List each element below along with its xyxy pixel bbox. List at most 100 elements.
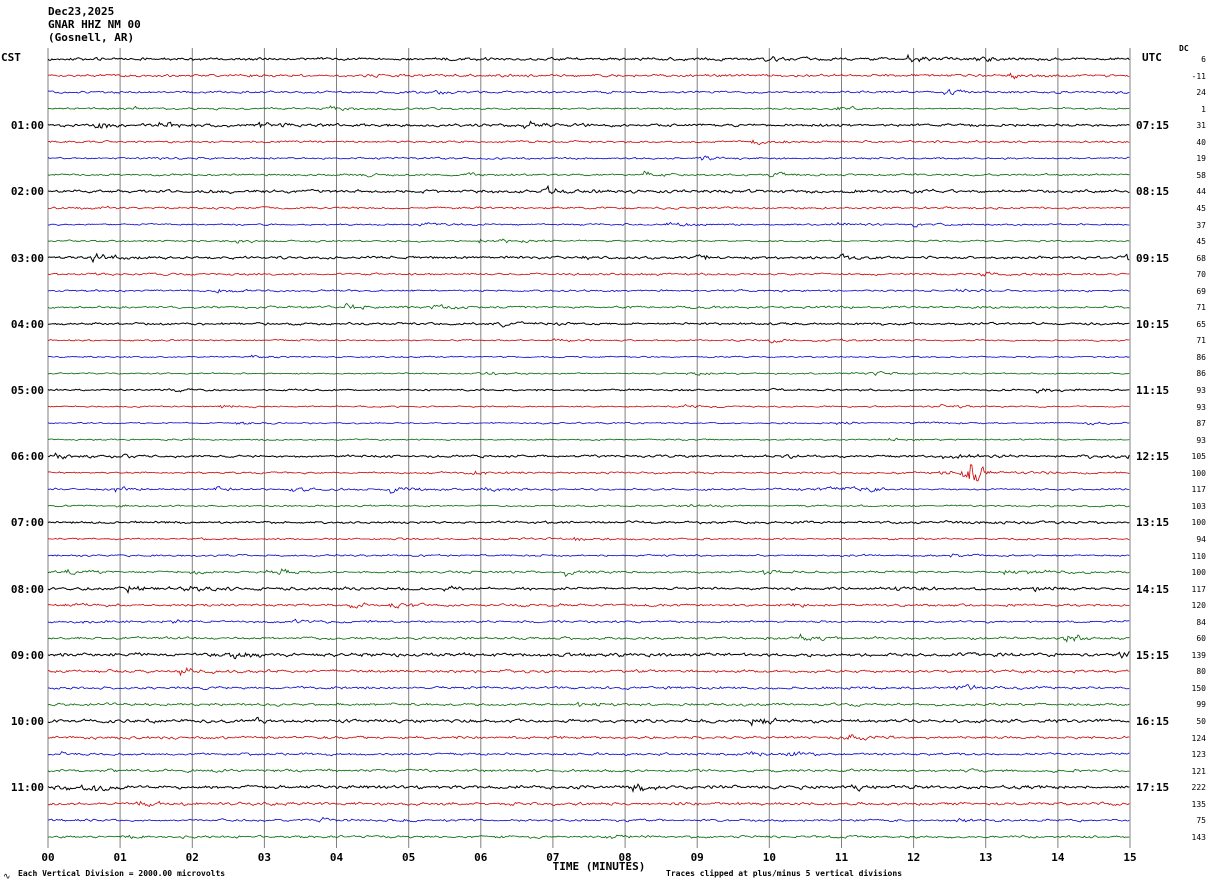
dc-value: 71 — [1196, 303, 1206, 313]
dc-value: 124 — [1191, 733, 1206, 743]
right-time-label: 12:15 — [1136, 450, 1170, 464]
right-time-label: 16:15 — [1136, 715, 1170, 728]
trace-row-29 — [47, 536, 1130, 542]
left-axis-header: CST — [1, 51, 21, 64]
trace-row-44 — [47, 783, 1130, 794]
dc-value: 123 — [1191, 750, 1206, 760]
dc-value: 60 — [1196, 634, 1206, 644]
right-time-label: 09:15 — [1136, 251, 1170, 265]
trace-row-31 — [47, 568, 1130, 577]
x-tick-label: 01 — [113, 851, 127, 864]
right-time-label: 07:15 — [1136, 119, 1170, 133]
trace-row-40 — [47, 716, 1130, 727]
x-tick-label: 03 — [257, 851, 272, 864]
trace-row-15 — [47, 302, 1130, 310]
trace-row-46 — [47, 816, 1130, 823]
dc-value: 100 — [1191, 568, 1206, 578]
trace-row-38 — [47, 684, 1130, 691]
trace-row-5 — [47, 139, 1130, 146]
dc-value: 86 — [1196, 369, 1206, 379]
dc-value: 31 — [1196, 121, 1206, 131]
trace-row-20 — [47, 387, 1130, 394]
trace-row-41 — [47, 734, 1130, 741]
trace-row-4 — [47, 120, 1130, 130]
x-axis-label: TIME (MINUTES) — [552, 860, 646, 873]
trace-row-1 — [47, 72, 1130, 80]
dc-value: 71 — [1196, 336, 1206, 346]
dc-value: 80 — [1196, 667, 1206, 677]
dc-value: 1 — [1201, 104, 1206, 114]
dc-value: 100 — [1191, 518, 1206, 528]
trace-row-35 — [47, 633, 1130, 643]
trace-row-39 — [47, 701, 1130, 707]
dc-value: 117 — [1191, 584, 1206, 594]
trace-row-0 — [47, 53, 1130, 63]
dc-value: 84 — [1196, 617, 1206, 627]
trace-row-33 — [47, 602, 1130, 609]
trace-row-22 — [47, 421, 1130, 426]
dc-value: 139 — [1191, 650, 1206, 660]
dc-value: 135 — [1191, 799, 1206, 809]
dc-value: 87 — [1196, 419, 1206, 429]
trace-row-6 — [47, 155, 1130, 161]
x-tick-label: 11 — [834, 851, 849, 864]
trace-row-9 — [48, 205, 1130, 210]
trace-row-12 — [47, 252, 1130, 264]
left-time-label: 03:00 — [10, 251, 44, 265]
left-time-label: 09:00 — [10, 648, 44, 662]
left-time-label: 01:00 — [10, 119, 44, 133]
x-tick-label: 06 — [474, 851, 488, 864]
trace-row-36 — [47, 651, 1130, 660]
left-time-label: 11:00 — [10, 781, 44, 795]
dc-value: 58 — [1196, 170, 1206, 180]
right-time-label: 08:15 — [1136, 185, 1170, 199]
trace-row-3 — [47, 105, 1130, 112]
x-tick-label: 10 — [762, 851, 776, 864]
trace-row-13 — [47, 271, 1130, 277]
x-tick-label: 08 — [618, 851, 632, 864]
dc-value: 103 — [1191, 501, 1206, 511]
dc-value: 69 — [1196, 286, 1206, 296]
right-time-label: 10:15 — [1136, 317, 1170, 331]
corner-mark: ∿ — [3, 872, 11, 882]
trace-row-24 — [47, 452, 1130, 460]
dc-value: 120 — [1191, 601, 1206, 611]
dc-value: 68 — [1196, 253, 1206, 263]
trace-row-10 — [47, 221, 1130, 228]
dc-value: 94 — [1196, 534, 1206, 544]
trace-row-25 — [47, 464, 1130, 482]
dc-value: 45 — [1196, 203, 1206, 213]
dc-value: 110 — [1191, 551, 1206, 561]
trace-row-47 — [47, 834, 1130, 840]
trace-row-17 — [47, 338, 1130, 344]
dc-value: 117 — [1191, 485, 1206, 495]
left-time-label: 08:00 — [10, 582, 44, 596]
trace-row-11 — [47, 238, 1130, 244]
dc-value: 24 — [1196, 88, 1206, 98]
trace-row-14 — [47, 288, 1130, 294]
left-time-label: 04:00 — [10, 317, 44, 331]
x-tick-label: 15 — [1123, 851, 1137, 864]
footer-scale-note: Each Vertical Division = 2000.00 microvo… — [18, 869, 226, 878]
right-time-label: 15:15 — [1136, 648, 1170, 662]
dc-value: 105 — [1191, 452, 1206, 462]
dc-value: 45 — [1196, 237, 1206, 247]
right-time-label: 13:15 — [1136, 516, 1170, 530]
dc-value: 99 — [1196, 700, 1206, 710]
dc-value: 75 — [1196, 816, 1206, 826]
dc-column-header: DC — [1179, 44, 1189, 53]
dc-value: 6 — [1201, 55, 1206, 64]
title-block: Dec23,2025 GNAR HHZ NM 00 (Gosnell, AR) — [48, 5, 141, 44]
trace-row-42 — [47, 750, 1130, 757]
left-time-label: 06:00 — [10, 450, 44, 464]
x-tick-label: 14 — [1051, 851, 1065, 864]
trace-row-7 — [47, 170, 1130, 178]
x-tick-label: 05 — [402, 851, 416, 864]
x-tick-label: 07 — [546, 851, 560, 864]
dc-value: 93 — [1196, 402, 1206, 412]
trace-row-19 — [47, 370, 1130, 376]
left-time-label: 10:00 — [10, 715, 44, 728]
dc-value: 143 — [1191, 832, 1206, 842]
dc-value: 121 — [1191, 766, 1206, 776]
